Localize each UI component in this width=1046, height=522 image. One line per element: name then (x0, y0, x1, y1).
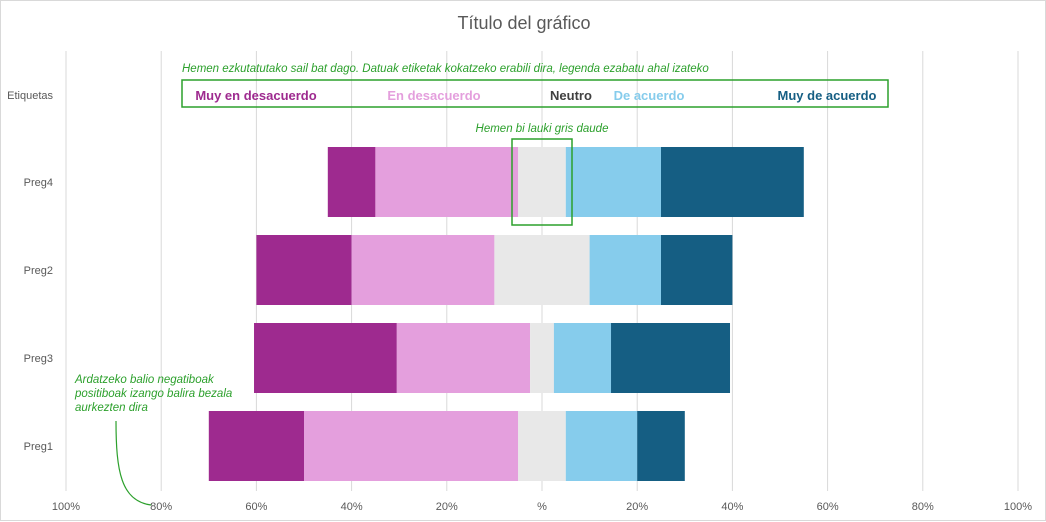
annotation-legend-note: Hemen ezkutatutako sail bat dago. Datuak… (182, 63, 709, 75)
bar-segment (637, 411, 685, 481)
legend-label: Muy en desacuerdo (195, 88, 316, 103)
x-tick-label: 60% (245, 501, 267, 513)
category-label: Preg4 (24, 177, 53, 189)
bar-segment (611, 323, 731, 393)
category-label: Preg2 (24, 265, 53, 277)
x-tick-label: 40% (341, 501, 363, 513)
annotation-axis-note: aurkezten dira (75, 402, 148, 414)
annotation-arrow (115, 420, 152, 506)
bar-segment (396, 323, 531, 393)
bar-segment (661, 147, 804, 217)
legend-label: De acuerdo (614, 88, 685, 103)
chart-title: Título del gráfico (457, 13, 590, 33)
bar-segment (565, 411, 638, 481)
legend-label: En desacuerdo (387, 88, 480, 103)
x-tick-label: 20% (626, 501, 648, 513)
bar-segment (304, 411, 519, 481)
bar-segment (553, 323, 612, 393)
bar-segment (518, 147, 566, 217)
x-tick-label: 40% (721, 501, 743, 513)
bar-segment (208, 411, 304, 481)
bar-segment (254, 323, 397, 393)
annotation-neutral-note: Hemen bi lauki gris daude (476, 123, 609, 135)
bar-segment (256, 235, 352, 305)
category-label: Preg1 (24, 441, 53, 453)
bar-segment (565, 147, 661, 217)
x-tick-label: % (537, 501, 547, 513)
legend-label: Muy de acuerdo (778, 88, 877, 103)
annotation-box (511, 138, 573, 226)
x-tick-label: 60% (817, 501, 839, 513)
x-tick-label: 100% (1004, 501, 1032, 513)
annotation-box (181, 79, 889, 108)
annotation-axis-note: Ardatzeko balio negatiboak (74, 374, 215, 386)
x-tick-label: 80% (150, 501, 172, 513)
bar-segment (494, 235, 590, 305)
category-label: Preg3 (24, 353, 53, 365)
annotation-axis-note: positiboak izango balira bezala (74, 388, 232, 400)
bar-segment (589, 235, 661, 305)
bar-segment (327, 147, 376, 217)
bar-segment (518, 411, 566, 481)
legend-label: Neutro (550, 88, 592, 103)
bar-segment (530, 323, 554, 393)
category-label: Etiquetas (7, 90, 53, 102)
x-tick-label: 20% (436, 501, 458, 513)
bar-segment (375, 147, 519, 217)
bar-segment (351, 235, 495, 305)
x-tick-label: 80% (912, 501, 934, 513)
bar-segment (661, 235, 733, 305)
x-tick-label: 100% (52, 501, 80, 513)
